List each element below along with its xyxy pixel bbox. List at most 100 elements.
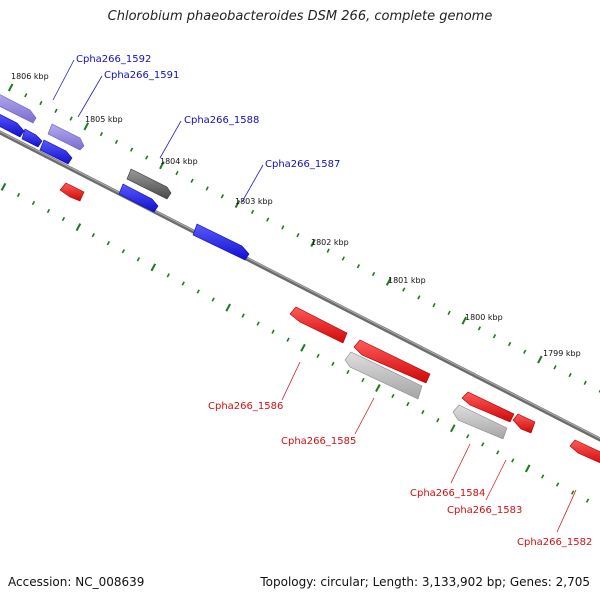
gene-feature[interactable] [569,439,600,465]
minor-tick [570,490,575,495]
minor-tick [271,329,275,334]
major-tick [75,223,82,232]
minor-tick [371,271,376,277]
minor-tick [31,200,36,206]
minor-tick [91,233,96,238]
gene-feature[interactable] [0,112,25,138]
gene-label-forward[interactable]: Cpha266_1588 [184,115,259,126]
kbp-label: 1805 kbp [85,115,123,124]
major-tick [0,182,7,191]
gene-label-reverse[interactable]: Cpha266_1582 [517,537,592,548]
gene-feature[interactable] [21,128,43,148]
gene-feature[interactable] [39,139,73,165]
minor-tick [583,380,587,385]
gene-feature-gray[interactable] [344,351,423,400]
minor-tick [190,178,194,183]
leader-line [354,397,375,435]
leader-line [77,75,103,118]
minor-tick [341,256,345,261]
rna-gene-feature[interactable] [126,168,172,200]
minor-tick [568,372,572,378]
minor-tick [356,264,361,269]
minor-tick [136,257,141,262]
gene-feature-faded[interactable] [0,92,37,124]
scale-ticks-outer [7,83,600,393]
minor-tick [46,208,51,214]
minor-tick [511,458,515,463]
minor-tick [220,194,225,199]
gene-label-forward[interactable]: Cpha266_1591 [104,70,179,81]
minor-tick [281,225,285,230]
minor-tick [99,131,104,137]
minor-tick [585,498,590,503]
minor-tick [211,297,215,302]
minor-tick [205,186,209,191]
gene-label-reverse[interactable]: Cpha266_1584 [410,488,485,499]
gene-feature[interactable] [461,391,515,423]
forward-strand-genes [0,92,250,261]
minor-tick [331,361,335,366]
minor-tick [492,334,497,339]
gene-feature[interactable] [59,182,85,202]
kbp-label: 1803 kbp [235,197,273,206]
major-tick [385,277,392,286]
minor-tick [326,248,330,253]
gene-label-reverse[interactable]: Cpha266_1585 [281,436,356,447]
major-tick [310,238,316,247]
kbp-scale-labels: 1806 kbp 1805 kbp 1804 kbp 1803 kbp 1802… [11,72,581,358]
leader-line [485,459,507,501]
major-tick [300,343,306,352]
minor-tick [256,321,260,326]
minor-tick [121,249,126,254]
minor-tick [175,170,179,176]
minor-tick [406,401,410,407]
scale-ticks-inner [0,182,600,512]
chromosome-backbone [0,130,600,442]
minor-tick [346,369,350,375]
gene-label-forward[interactable]: Cpha266_1592 [76,54,151,65]
major-tick [83,122,89,131]
chromosome-backbone-highlight [0,130,600,440]
gene-label-reverse[interactable]: Cpha266_1586 [208,401,283,412]
map-title: Chlorobium phaeobacteroides DSM 266, com… [107,9,493,24]
gene-feature-faded[interactable] [47,123,85,151]
minor-tick [402,287,406,292]
kbp-label: 1801 kbp [388,276,426,285]
minor-tick [361,377,365,383]
minor-tick [316,353,320,358]
gene-feature[interactable] [512,413,536,434]
minor-tick [54,108,58,113]
minor-tick [466,434,470,439]
minor-tick [507,341,512,347]
minor-tick [106,241,111,246]
reverse-strand-genes [59,182,600,465]
leader-line [556,489,577,533]
gene-label-forward[interactable]: Cpha266_1587 [265,159,340,170]
gene-feature[interactable] [192,223,250,261]
gene-feature[interactable] [118,183,159,213]
gene-feature[interactable] [289,306,348,344]
minor-tick [196,289,200,294]
accession-text: Accession: NC_008639 [8,575,145,589]
minor-tick [39,100,43,106]
minor-tick [166,273,170,278]
minor-tick [432,302,436,308]
leader-line [52,59,75,101]
gene-feature-gray[interactable] [452,404,508,440]
minor-tick [181,281,185,286]
minor-tick [69,116,73,121]
minor-tick [266,217,270,222]
minor-tick [421,410,425,415]
leader-line [241,164,264,203]
minor-tick [496,450,500,455]
minor-tick [477,326,482,331]
minor-tick [114,139,119,145]
gene-label-reverse[interactable]: Cpha266_1583 [447,505,522,516]
minor-tick [24,93,28,98]
minor-tick [481,442,485,447]
kbp-label: 1802 kbp [311,238,349,247]
leader-line [281,361,301,401]
gene-feature[interactable] [353,339,431,384]
minor-tick [296,233,300,238]
